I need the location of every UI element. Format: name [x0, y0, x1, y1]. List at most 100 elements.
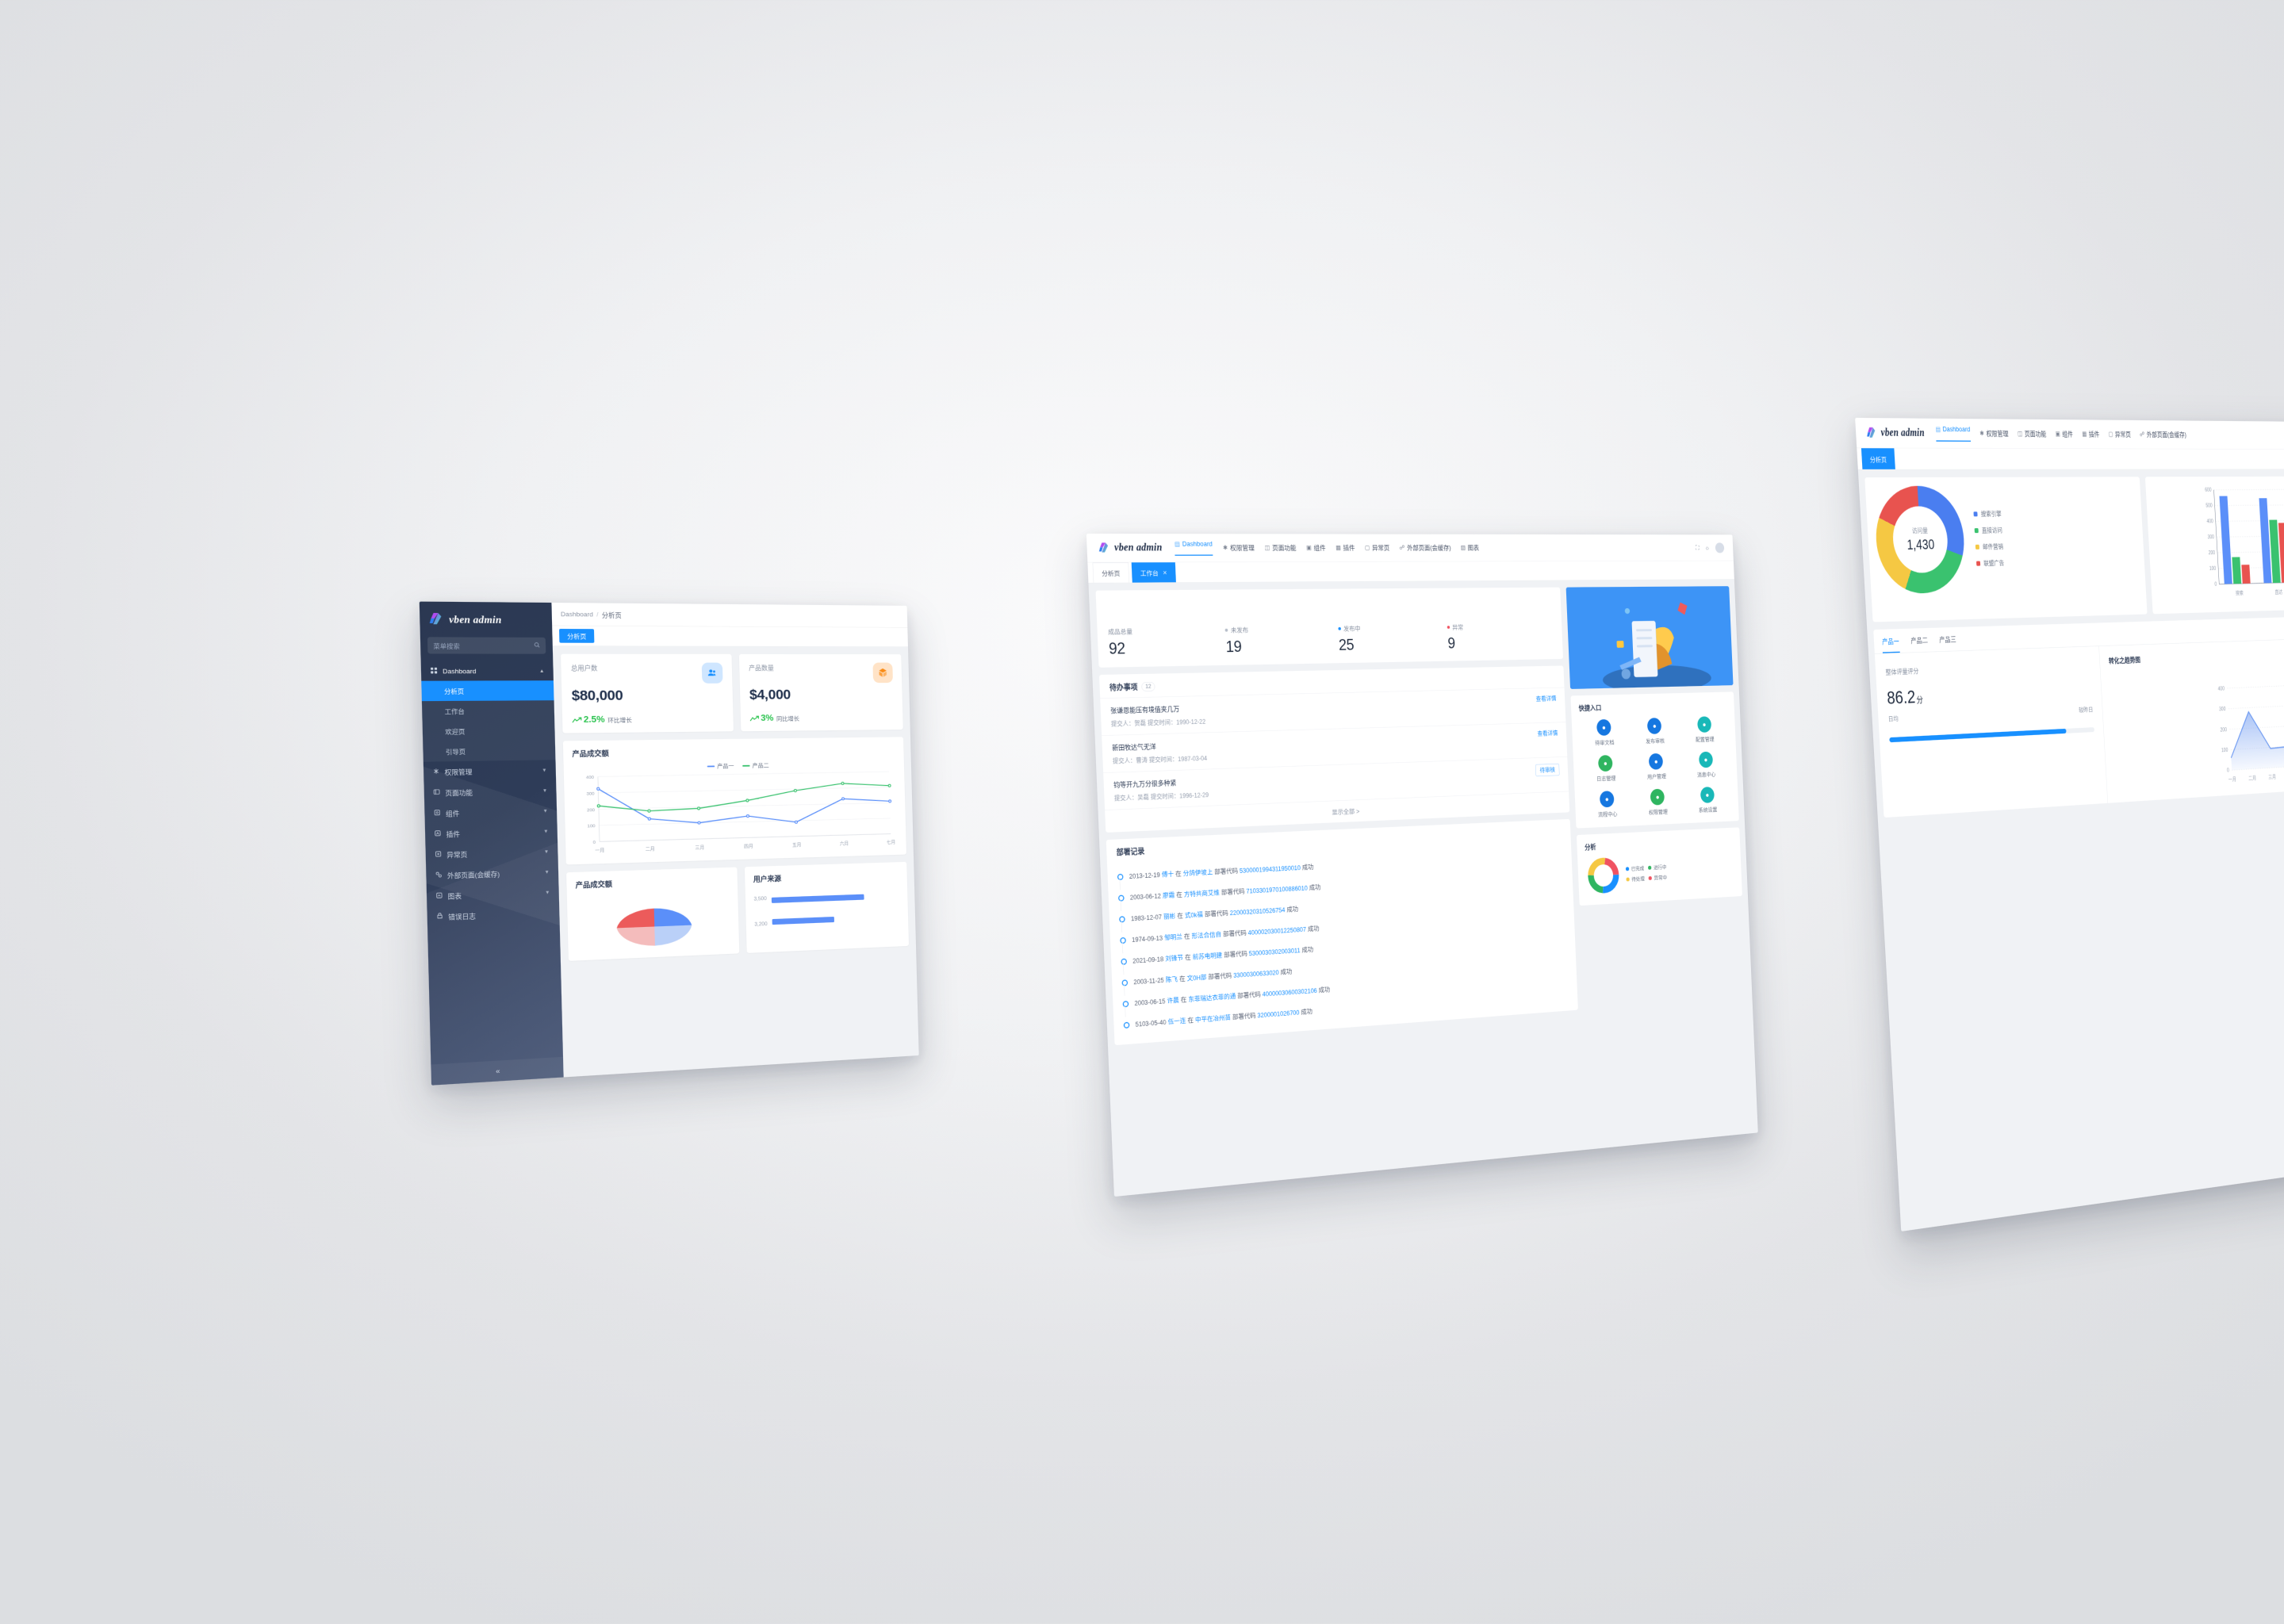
- quick-access-item[interactable]: ● 待审文档: [1579, 718, 1629, 747]
- stat-card-total-users[interactable]: 总用户数 $80,000 2.5%: [561, 653, 734, 733]
- nav-item-page-feature[interactable]: ◫ 页面功能: [2018, 428, 2047, 439]
- nav-item-exception[interactable]: ▢ 异常页: [2108, 429, 2131, 440]
- score-left-label: 日均: [1887, 715, 1899, 723]
- svg-text:七月: 七月: [887, 839, 895, 845]
- tab-analysis[interactable]: 分析页: [1092, 562, 1129, 583]
- svg-text:一月: 一月: [595, 848, 604, 854]
- quick-access-label: 系统设置: [1698, 806, 1718, 814]
- sidebar-item-page-feature[interactable]: 页面功能 ▼: [423, 780, 556, 803]
- score-value: 86.2分: [1887, 680, 2093, 708]
- legend-item[interactable]: 已完成: [1625, 864, 1645, 872]
- product-tab-1[interactable]: 产品一: [1881, 635, 1900, 653]
- nav-label: 插件: [2088, 430, 2100, 439]
- nav-label: Dashboard: [1182, 539, 1213, 548]
- sidebar-collapse-button[interactable]: «: [431, 1056, 564, 1086]
- gear-icon: ●: [1696, 716, 1712, 733]
- shield-icon: ●: [1650, 788, 1665, 806]
- breadcrumb-root[interactable]: Dashboard: [560, 610, 594, 619]
- quick-access-item[interactable]: ● 用户管理: [1632, 753, 1681, 781]
- notification-icon[interactable]: ☼: [1704, 544, 1711, 552]
- sidebar-item-error-log[interactable]: 错误日志: [427, 902, 559, 928]
- sidebar-subitem-guide[interactable]: 引导页: [423, 740, 556, 762]
- nav-item-component[interactable]: ▣ 组件: [1306, 542, 1326, 553]
- sidebar-item-permission[interactable]: 权限管理 ▼: [423, 760, 556, 783]
- nav-item-exception[interactable]: ▢ 异常页: [1365, 542, 1390, 553]
- quick-access-item[interactable]: ● 发布审核: [1631, 717, 1680, 745]
- chart-icon: ▧: [1460, 543, 1466, 551]
- chevron-down-icon: ▼: [545, 889, 550, 895]
- nav-item-external-page[interactable]: ☍ 外部页面(会缓存): [2140, 429, 2187, 440]
- stat-trend-label: 同比增长: [776, 715, 800, 722]
- sidebar-subitem-welcome[interactable]: 欢迎页: [422, 720, 555, 742]
- nav-item-component[interactable]: ▣ 组件: [2055, 428, 2073, 439]
- product-tab-2[interactable]: 产品二: [1910, 636, 1929, 645]
- todo-action-link[interactable]: 查看详情: [1535, 695, 1557, 703]
- nav-item-dashboard[interactable]: ▤ Dashboard: [1174, 539, 1213, 556]
- top-bar-logo[interactable]: vben admin: [1098, 541, 1163, 554]
- legend-item[interactable]: 邮件营销: [1975, 542, 2004, 552]
- vben-logo-icon: [1098, 541, 1111, 554]
- quick-access-item[interactable]: ● 系统设置: [1684, 786, 1732, 814]
- top-bar-logo[interactable]: vben admin: [1865, 426, 1925, 440]
- dashboard-window-right[interactable]: vben admin ▤Dashboard ✱权限管理 ◫页面功能 ▣组件 ▦插…: [1855, 417, 2284, 1231]
- stat-cards: 总用户数 $80,000 2.5%: [561, 653, 903, 733]
- sidebar-logo[interactable]: vben admin: [420, 602, 553, 636]
- check-icon: ●: [1647, 718, 1662, 734]
- external-link-icon: [435, 871, 443, 879]
- exception-icon: ▢: [2108, 430, 2113, 438]
- quick-access-item[interactable]: ● 权限管理: [1633, 788, 1682, 818]
- close-icon[interactable]: ✕: [1162, 569, 1167, 576]
- external-link-icon: ☍: [2139, 430, 2145, 438]
- quick-access-item[interactable]: ● 消息中心: [1682, 751, 1730, 779]
- tab-workbench[interactable]: 工作台 ✕: [1131, 562, 1177, 583]
- legend-item[interactable]: 产品一: [707, 762, 734, 771]
- score-progress-bar: [1889, 727, 2094, 743]
- pie-chart: [615, 906, 692, 948]
- quick-access-item[interactable]: ● 配置管理: [1680, 716, 1729, 745]
- quick-access-item[interactable]: ● 流程中心: [1582, 790, 1632, 819]
- legend-item[interactable]: 联盟广告: [1976, 558, 2005, 568]
- analysis-title: 分析: [1584, 843, 1596, 852]
- nav-item-permission[interactable]: ✱ 权限管理: [1979, 428, 2009, 439]
- nav-item-plugin[interactable]: ▦ 插件: [1336, 542, 1355, 553]
- dashboard-window-left[interactable]: vben admin 菜单搜索 Dashboard ▲: [419, 601, 919, 1086]
- stat-card-product-count[interactable]: 产品数量 $4,000 3% 同: [738, 653, 903, 732]
- donut-legend: 搜索引擎直接访问邮件营销联盟广告: [1973, 509, 2004, 568]
- nav-item-plugin[interactable]: ▦ 插件: [2082, 429, 2100, 440]
- avatar[interactable]: [1715, 542, 1725, 553]
- nav-item-external-page[interactable]: ☍ 外部页面(会缓存): [1399, 542, 1451, 553]
- sidebar-subitem-workbench[interactable]: 工作台: [421, 700, 555, 722]
- legend-item[interactable]: 进行中: [1648, 864, 1667, 871]
- product-tab-3[interactable]: 产品三: [1938, 635, 1956, 644]
- tab-bar: 分析页: [552, 626, 908, 647]
- legend-item[interactable]: 直接访问: [1974, 526, 2002, 535]
- dashboard-window-middle[interactable]: vben admin ▤ Dashboard ✱ 权限管理 ◫ 页面功能 ▣ 组件 ▦ 插…: [1086, 533, 1758, 1197]
- sidebar-item-dashboard[interactable]: Dashboard ▲: [421, 661, 554, 680]
- tab-analysis[interactable]: 分析页: [1861, 448, 1895, 469]
- quick-access-item[interactable]: ● 日志管理: [1581, 754, 1631, 783]
- nav-item-dashboard[interactable]: ▤ Dashboard: [1935, 424, 1972, 442]
- nav-item-permission[interactable]: ✱ 权限管理: [1223, 542, 1255, 553]
- trend-up-icon: 3%: [750, 713, 774, 723]
- svg-text:0: 0: [2214, 582, 2217, 588]
- top-bar: vben admin ▤Dashboard ✱权限管理 ◫页面功能 ▣组件 ▦插…: [1086, 533, 1734, 563]
- menu-search-input[interactable]: 菜单搜索: [427, 637, 546, 654]
- svg-text:搜索: 搜索: [2236, 590, 2244, 596]
- svg-text:四月: 四月: [744, 844, 753, 849]
- todo-action-link[interactable]: 查看详情: [1537, 730, 1558, 737]
- sidebar-item-component[interactable]: 组件 ▼: [424, 801, 557, 825]
- legend-item[interactable]: 异常中: [1648, 874, 1667, 882]
- stat-title: 总用户数: [570, 665, 598, 672]
- kpi-label: 未发布: [1224, 624, 1339, 635]
- legend-item[interactable]: 产品二: [742, 761, 769, 770]
- nav-item-chart[interactable]: ▧ 图表: [1460, 542, 1480, 553]
- todo-action-button[interactable]: 待审核: [1535, 763, 1560, 777]
- tab-analysis[interactable]: 分析页: [558, 628, 595, 643]
- nav-item-page-feature[interactable]: ◫ 页面功能: [1264, 542, 1296, 553]
- svg-text:200: 200: [2209, 550, 2216, 556]
- promo-banner[interactable]: [1565, 586, 1734, 689]
- sidebar-subitem-analysis[interactable]: 分析页: [421, 680, 554, 702]
- legend-item[interactable]: 待处理: [1626, 875, 1645, 883]
- fullscreen-icon[interactable]: ⛶: [1695, 543, 1700, 551]
- legend-item[interactable]: 搜索引擎: [1973, 509, 2002, 519]
